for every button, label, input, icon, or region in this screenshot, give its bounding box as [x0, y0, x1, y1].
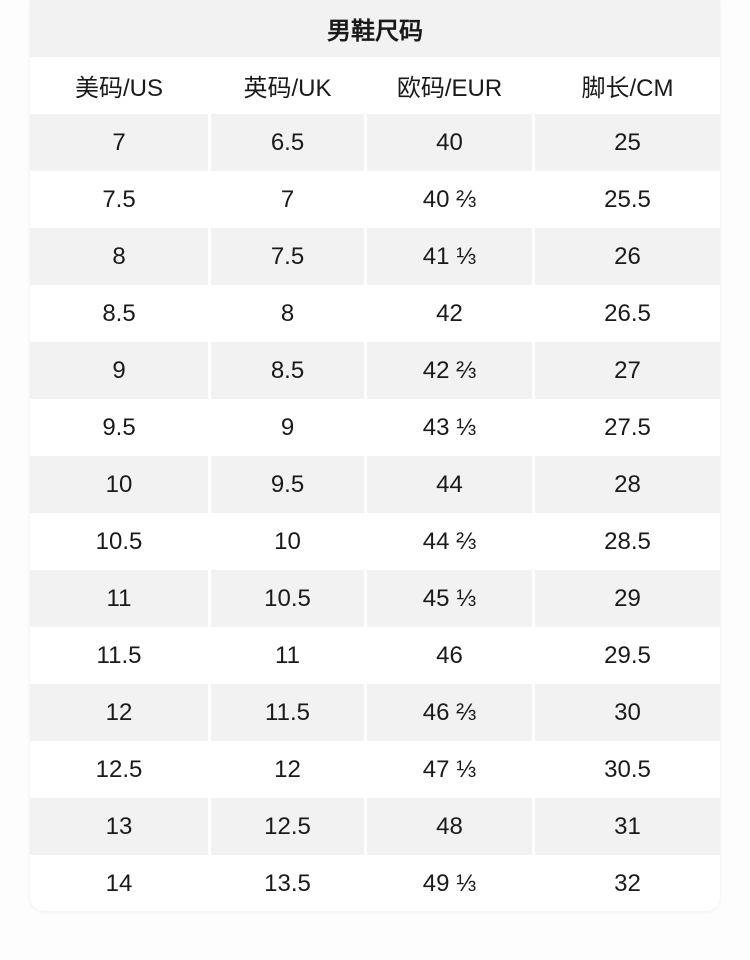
- cell-eur: 47 ⅓: [422, 755, 477, 783]
- cell-cm: 30: [535, 684, 720, 741]
- cell-us: 7: [30, 114, 208, 171]
- cell-uk: 9: [280, 413, 295, 441]
- cell-uk: 10: [274, 527, 301, 555]
- cell-eur: 48: [367, 798, 532, 855]
- cell-us: 14: [105, 869, 133, 897]
- cell-eur: 41 ⅓: [367, 228, 532, 285]
- cell-cm: 25.5: [604, 185, 651, 213]
- table-row: 11 10.5 45 ⅓ 29: [30, 570, 720, 627]
- cell-us: 12.5: [95, 755, 143, 783]
- header-row: 美码/US 英码/UK 欧码/EUR 脚长/CM: [30, 57, 720, 114]
- cell-us: 7.5: [102, 185, 136, 213]
- cell-eur: 44: [367, 456, 532, 513]
- cell-uk: 12.5: [211, 798, 364, 855]
- cell-eur: 42: [436, 299, 463, 327]
- cell-uk: 10.5: [211, 570, 364, 627]
- header-eur: 欧码/EUR: [396, 75, 503, 102]
- cell-us: 9: [30, 342, 208, 399]
- cell-uk: 9.5: [211, 456, 364, 513]
- cell-cm: 26.5: [604, 299, 651, 327]
- table-title: 男鞋尺码: [30, 0, 720, 57]
- cell-cm: 30.5: [604, 755, 651, 783]
- cell-us: 11: [30, 570, 208, 627]
- table-row: 14 13.5 49 ⅓ 32: [30, 855, 720, 911]
- table-row: 8.5 8 42 26.5: [30, 285, 720, 342]
- cell-uk: 7: [280, 185, 295, 213]
- cell-eur: 43 ⅓: [422, 413, 477, 441]
- cell-cm: 28: [535, 456, 720, 513]
- cell-cm: 26: [535, 228, 720, 285]
- cell-cm: 25: [535, 114, 720, 171]
- table-row: 9.5 9 43 ⅓ 27.5: [30, 399, 720, 456]
- header-uk: 英码/UK: [243, 75, 332, 102]
- cell-uk: 12: [274, 755, 301, 783]
- table-row: 12.5 12 47 ⅓ 30.5: [30, 741, 720, 798]
- table-row: 11.5 11 46 29.5: [30, 627, 720, 684]
- cell-cm: 28.5: [604, 527, 651, 555]
- table-row: 12 11.5 46 ⅔ 30: [30, 684, 720, 741]
- cell-eur: 40: [367, 114, 532, 171]
- table-row: 8 7.5 41 ⅓ 26: [30, 228, 720, 285]
- table-row: 7.5 7 40 ⅔ 25.5: [30, 171, 720, 228]
- cell-eur: 49 ⅓: [422, 869, 477, 897]
- header-cm: 脚长/CM: [581, 75, 674, 102]
- cell-uk: 13.5: [264, 869, 311, 897]
- cell-cm: 32: [614, 869, 641, 897]
- cell-cm: 29: [535, 570, 720, 627]
- cell-cm: 31: [535, 798, 720, 855]
- cell-eur: 46: [436, 641, 463, 669]
- header-us: 美码/US: [74, 75, 163, 102]
- table-row: 7 6.5 40 25: [30, 114, 720, 171]
- cell-eur: 42 ⅔: [367, 342, 532, 399]
- cell-us: 8: [30, 228, 208, 285]
- cell-uk: 11.5: [211, 684, 364, 741]
- cell-uk: 8: [280, 299, 295, 327]
- table-row: 10.5 10 44 ⅔ 28.5: [30, 513, 720, 570]
- cell-eur: 46 ⅔: [367, 684, 532, 741]
- cell-cm: 27.5: [604, 413, 651, 441]
- table-row: 13 12.5 48 31: [30, 798, 720, 855]
- cell-cm: 29.5: [604, 641, 651, 669]
- cell-us: 10: [30, 456, 208, 513]
- cell-us: 10.5: [95, 527, 143, 555]
- size-chart-table: 男鞋尺码 美码/US 英码/UK 欧码/EUR 脚长/CM 7 6.5 40 25 7.…: [30, 0, 720, 911]
- cell-uk: 7.5: [211, 228, 364, 285]
- cell-uk: 6.5: [211, 114, 364, 171]
- table-row: 10 9.5 44 28: [30, 456, 720, 513]
- cell-uk: 11: [275, 641, 300, 669]
- cell-cm: 27: [535, 342, 720, 399]
- cell-eur: 45 ⅓: [367, 570, 532, 627]
- table-row: 9 8.5 42 ⅔ 27: [30, 342, 720, 399]
- cell-eur: 44 ⅔: [422, 527, 477, 555]
- cell-us: 8.5: [102, 299, 136, 327]
- cell-uk: 8.5: [211, 342, 364, 399]
- cell-us: 13: [30, 798, 208, 855]
- cell-eur: 40 ⅔: [422, 185, 477, 213]
- cell-us: 9.5: [102, 413, 136, 441]
- cell-us: 12: [30, 684, 208, 741]
- cell-us: 11.5: [96, 641, 142, 669]
